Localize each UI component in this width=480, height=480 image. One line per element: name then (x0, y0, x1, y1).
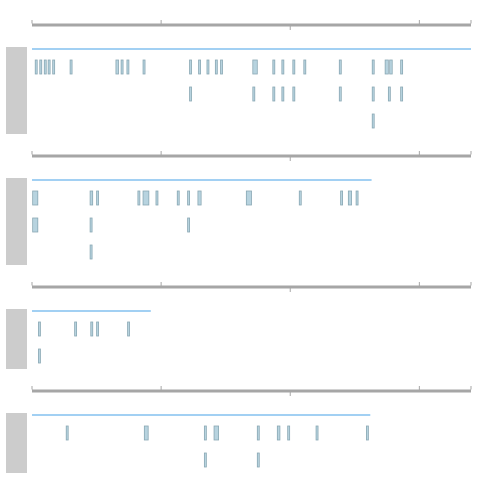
facet-strip (6, 178, 27, 265)
peptide-mark (74, 321, 78, 337)
peptide-mark (384, 59, 389, 75)
peptide-mark (298, 190, 302, 206)
peptide-mark (340, 190, 343, 206)
peptide-mark (281, 59, 285, 75)
peptide-mark (371, 86, 375, 102)
peptide-mark (214, 59, 218, 75)
peptide-mark (34, 59, 38, 75)
peptide-mark (203, 452, 207, 468)
peptide-mark (252, 59, 258, 75)
peptide-mark (347, 190, 352, 206)
peptide-mark (366, 425, 369, 441)
peptide-mark (120, 59, 124, 75)
peptide-mark (127, 321, 130, 337)
peptide-mark (355, 190, 359, 206)
peptide-mark (89, 217, 93, 233)
peptide-mark (43, 59, 47, 75)
peptide-mark (89, 244, 93, 260)
peptide-mark (245, 190, 252, 206)
x-axis-bar (32, 154, 471, 158)
peptide-mark (281, 86, 285, 102)
peptide-mark (32, 217, 39, 233)
peptide-mark (32, 190, 39, 206)
peptide-mark (206, 59, 210, 75)
peptide-mark (96, 190, 99, 206)
peptide-mark (315, 425, 319, 441)
peptide-mark (65, 425, 69, 441)
peptide-mark (155, 190, 159, 206)
peptide-mark (115, 59, 119, 75)
peptide-mark (203, 425, 207, 441)
peptide-mark (276, 425, 281, 441)
peptide-mark (89, 190, 94, 206)
facet-strip (6, 309, 27, 369)
peptide-mark (187, 190, 190, 206)
peptide-mark (213, 425, 219, 441)
peptide-mark (137, 190, 141, 206)
peptide-mark (252, 86, 256, 102)
peptide-mark (143, 425, 149, 441)
peptide-mark (400, 86, 404, 102)
peptide-mark (256, 425, 260, 441)
x-axis-bar (32, 23, 471, 27)
peptide-mark (400, 59, 404, 75)
peptide-mark (126, 59, 130, 75)
peptide-mark (292, 59, 296, 75)
x-axis-bar (32, 389, 471, 393)
peptide-mark (189, 59, 192, 75)
peptide-mark (52, 59, 56, 75)
peptide-mark (292, 86, 296, 102)
peptide-mark (371, 59, 375, 75)
peptide-mark (39, 59, 43, 75)
peptide-mark (47, 59, 51, 75)
peptide-mark (142, 190, 150, 206)
peptide-mark (256, 452, 260, 468)
x-axis-bar (32, 285, 471, 289)
peptide-mark (69, 59, 73, 75)
peptide-mark (176, 190, 180, 206)
peptide-mark (38, 348, 41, 364)
peptide-mark (198, 59, 201, 75)
peptide-mark (142, 59, 146, 75)
peptide-mark (272, 86, 276, 102)
peptide-mark (38, 321, 41, 337)
peptide-mark (287, 425, 291, 441)
peptide-mark (389, 59, 393, 75)
peptide-mark (220, 59, 223, 75)
peptide-mark (189, 86, 192, 102)
peptide-mark (96, 321, 99, 337)
peptide-mark (303, 59, 307, 75)
peptide-mark (272, 59, 276, 75)
peptide-mark (338, 86, 342, 102)
facet-strip (6, 413, 27, 473)
peptide-mark (387, 86, 391, 102)
facet-strip (6, 47, 27, 134)
peptide-mark (187, 217, 190, 233)
peptide-mark (197, 190, 202, 206)
peptide-mark (338, 59, 342, 75)
peptide-mark (371, 113, 375, 129)
peptide-mark (90, 321, 94, 337)
